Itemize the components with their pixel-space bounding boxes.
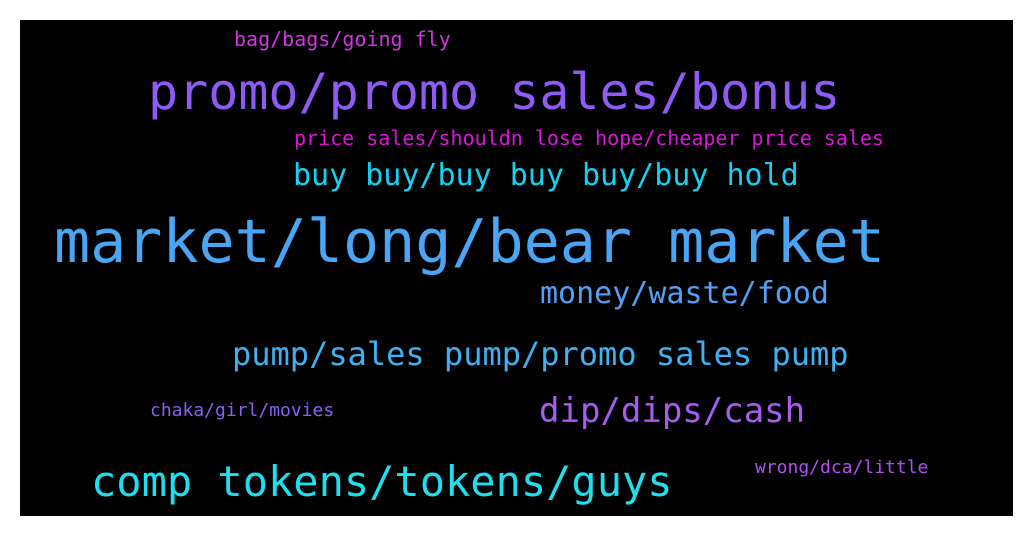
word-wrong-dca-little: wrong/dca/little	[755, 457, 929, 478]
word-price-sales: price sales/shouldn lose hope/cheaper pr…	[294, 126, 885, 150]
word-bag-bags-going-fly: bag/bags/going fly	[234, 27, 451, 51]
word-market-long-bear-market: market/long/bear market	[54, 207, 885, 277]
word-chaka-girl-movies: chaka/girl/movies	[150, 400, 335, 421]
word-pump-sales: pump/sales pump/promo sales pump	[232, 335, 849, 373]
word-promo-sales-bonus: promo/promo sales/bonus	[148, 63, 841, 121]
word-comp-tokens-guys: comp tokens/tokens/guys	[91, 457, 673, 506]
word-dip-dips-cash: dip/dips/cash	[539, 391, 806, 431]
word-buy-hold: buy buy/buy buy buy/buy hold	[293, 158, 799, 193]
word-money-waste-food: money/waste/food	[540, 276, 829, 311]
word-cloud: bag/bags/going fly promo/promo sales/bon…	[20, 20, 1013, 516]
